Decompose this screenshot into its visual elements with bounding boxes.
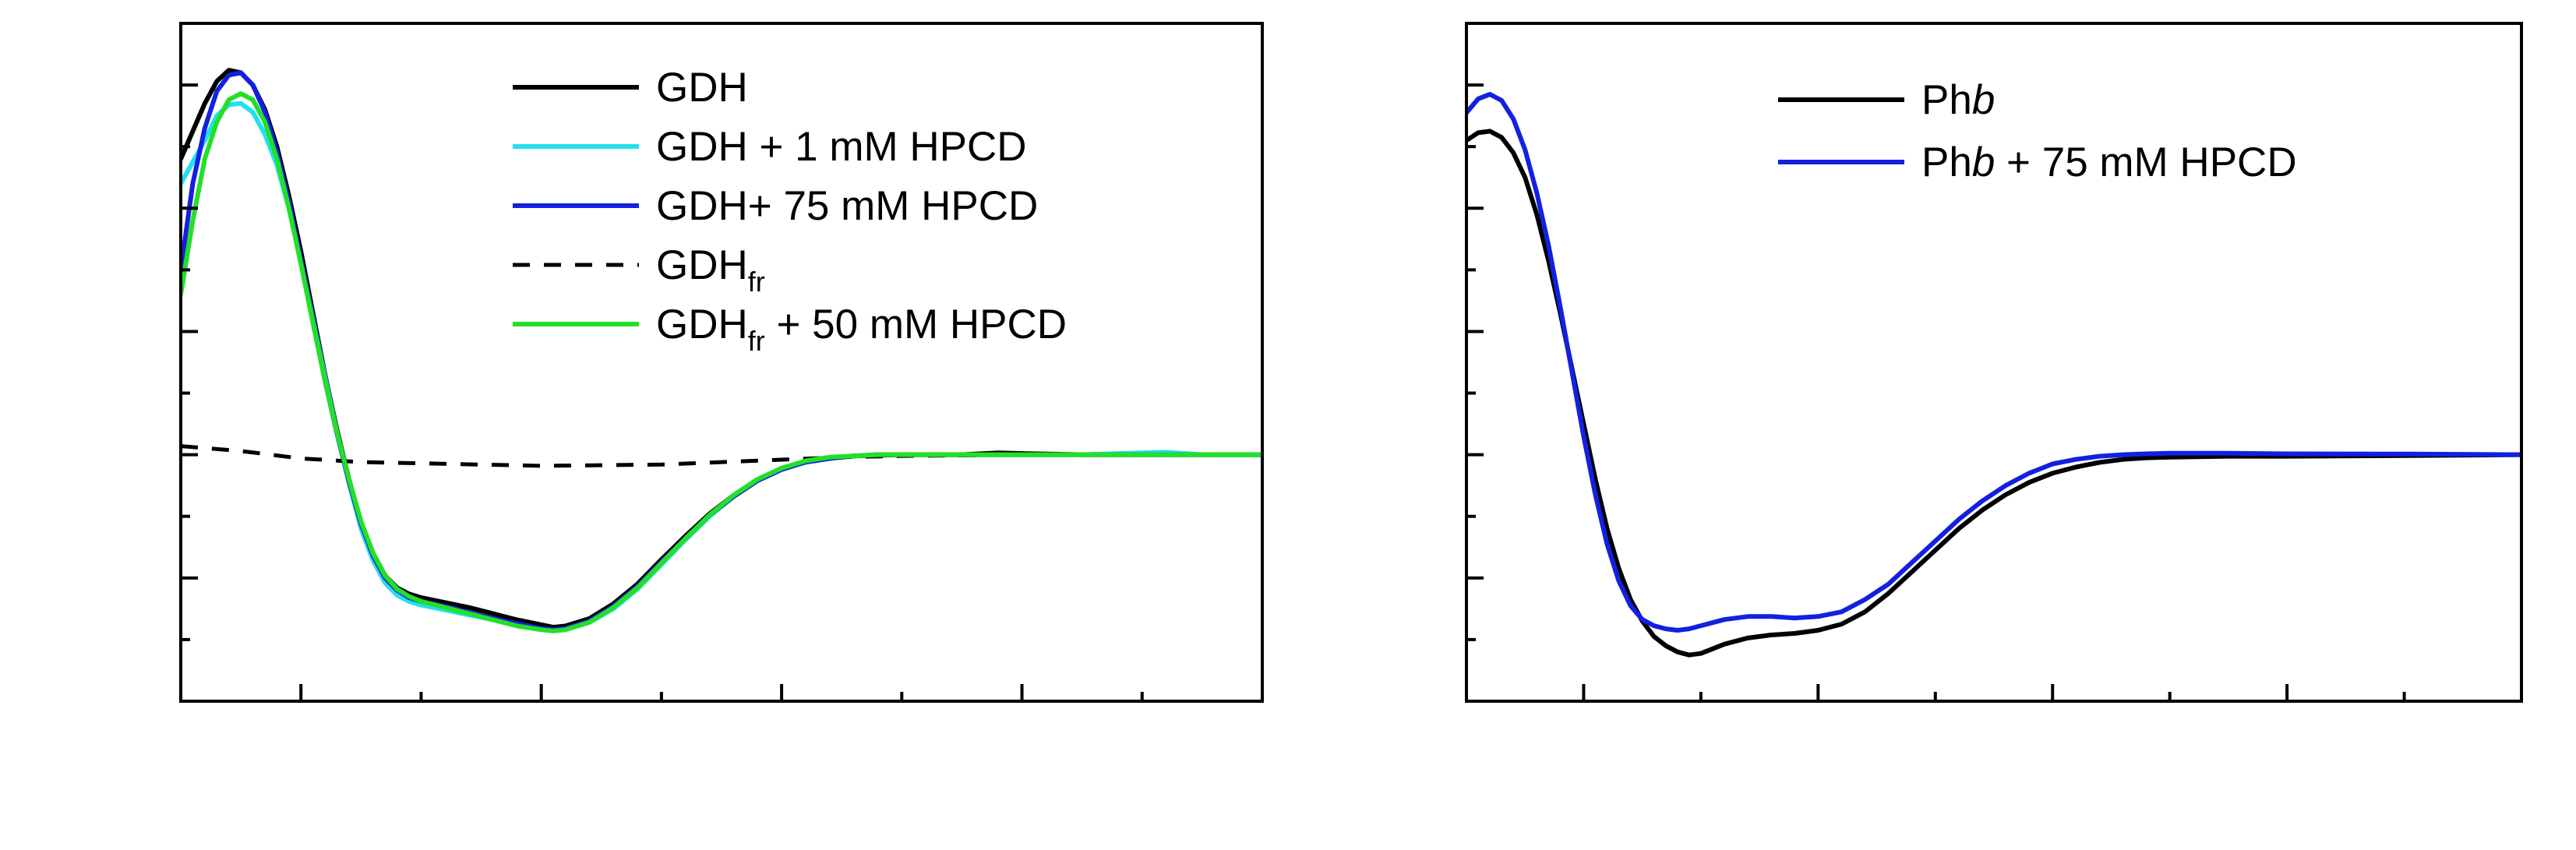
series-line-b-1	[1466, 92, 2521, 633]
axis-ticks	[179, 22, 1264, 703]
chart-panel-a: GDH GDH + 1 mM HPCD GDH+ 75 mM HPCD GDHfrGD…	[179, 22, 1264, 703]
legend: GDH GDH + 1 mM HPCD GDH+ 75 mM HPCD GDHfrGD…	[513, 65, 1067, 357]
legend-label: GDHfr	[656, 242, 765, 298]
legend-label: GDHfr + 50 mM HPCD	[656, 302, 1067, 357]
legend-label: GDH + 1 mM HPCD	[656, 124, 1027, 170]
legend: Phb Phb + 75 mM HPCD	[1778, 77, 2297, 185]
series-line-a-4	[181, 91, 1262, 633]
legend-label: Phb	[1921, 77, 1995, 123]
legend-label: Phb + 75 mM HPCD	[1921, 139, 2297, 185]
series-line-b-0	[1466, 129, 2521, 658]
legend-label: GDH+ 75 mM HPCD	[656, 183, 1038, 229]
series-lines	[181, 68, 1262, 633]
plot-frame	[179, 22, 1264, 703]
axis-ticks	[1465, 22, 2523, 703]
legend-label: GDH	[656, 65, 748, 111]
chart-panel-b: Phb Phb + 75 mM HPCD	[1465, 22, 2523, 703]
series-lines	[1466, 92, 2521, 658]
plot-frame	[1465, 22, 2523, 703]
